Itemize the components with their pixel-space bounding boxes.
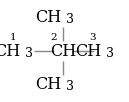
Text: 3: 3: [66, 80, 74, 93]
Text: 3: 3: [106, 47, 114, 60]
Text: 3: 3: [90, 33, 96, 42]
Text: 3: 3: [66, 13, 74, 26]
Text: 3: 3: [25, 47, 33, 60]
Text: 1: 1: [10, 33, 16, 42]
Text: CH: CH: [0, 43, 20, 59]
Text: CH: CH: [75, 43, 101, 59]
Text: CH: CH: [35, 76, 61, 93]
Text: 2: 2: [50, 33, 57, 42]
Text: CH: CH: [35, 9, 61, 26]
Text: CH: CH: [50, 43, 76, 59]
